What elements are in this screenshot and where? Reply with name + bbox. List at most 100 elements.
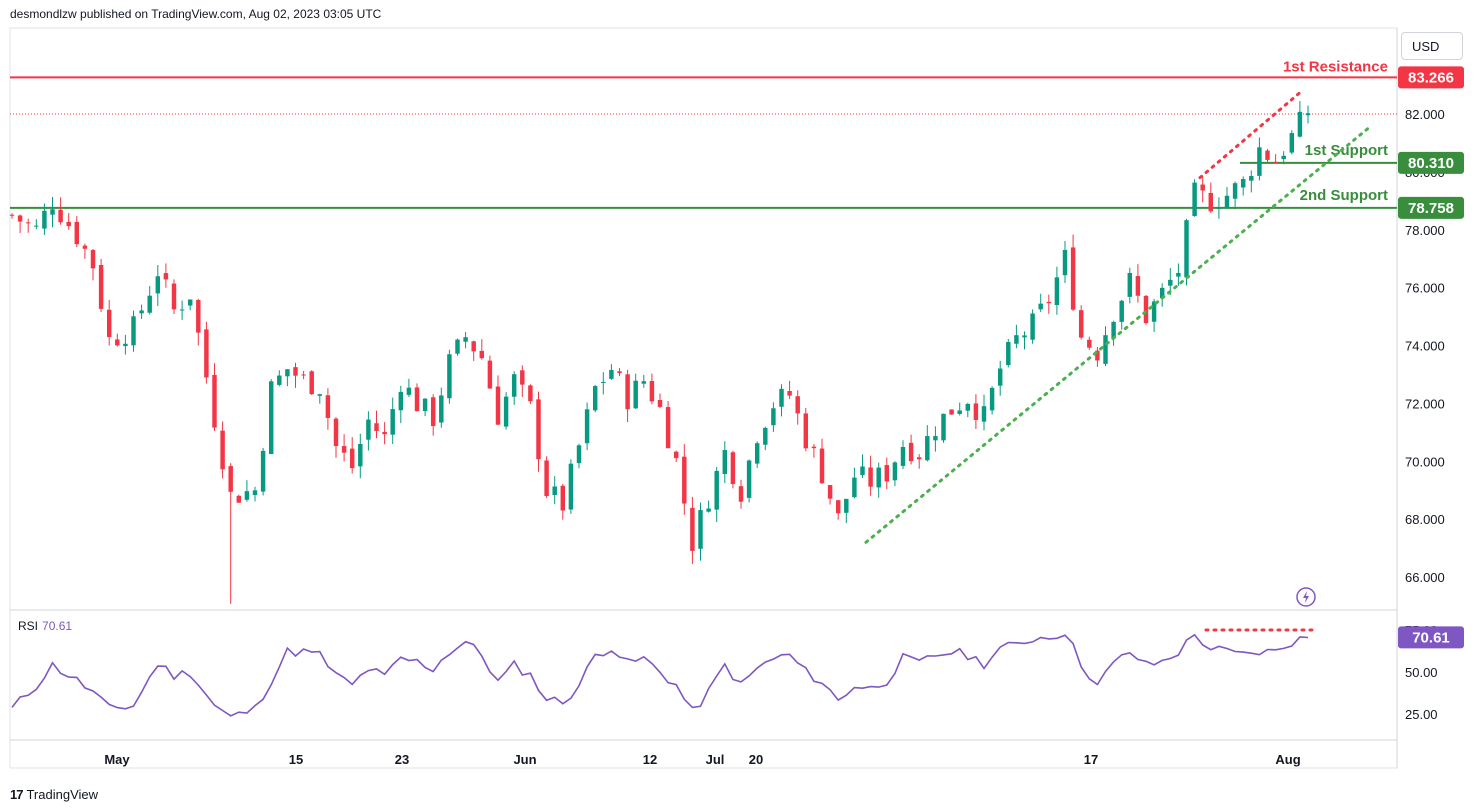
candle-body	[1265, 150, 1270, 160]
candle-body	[1062, 249, 1068, 276]
tradingview-logo[interactable]: 17 TradingView	[10, 787, 98, 802]
candle-body	[989, 387, 995, 411]
candle-body	[1046, 301, 1052, 304]
candle-body	[892, 462, 898, 481]
candle-body	[609, 369, 614, 379]
candle-body	[220, 430, 225, 470]
candle-body	[592, 386, 598, 411]
candle-body	[1216, 207, 1222, 209]
candle-body	[430, 397, 436, 427]
candle-body	[285, 369, 290, 377]
candle-body	[277, 375, 282, 385]
candle-body	[511, 374, 517, 397]
candle-body	[1297, 111, 1303, 137]
candle-body	[908, 442, 914, 462]
candle-body	[552, 486, 557, 495]
candle-body	[58, 209, 63, 223]
rsi-tick-label: 25.00	[1405, 707, 1438, 722]
rsi-tick-label: 50.00	[1405, 665, 1438, 680]
candle-body	[746, 460, 752, 498]
candle-body	[819, 448, 825, 484]
candle-body	[722, 450, 728, 474]
candle-body	[1135, 276, 1141, 296]
candle-body	[487, 360, 493, 389]
candle-body	[1200, 184, 1205, 191]
candle-body	[1103, 335, 1108, 364]
candle-body	[252, 490, 258, 496]
candle-body	[738, 486, 744, 502]
candle-body	[1208, 192, 1214, 212]
candle-body	[876, 467, 881, 488]
candle-body	[973, 403, 979, 420]
price-tick-label: 68.000	[1405, 512, 1445, 527]
candle-body	[1273, 161, 1278, 163]
candle-body	[827, 485, 833, 499]
candle-body	[236, 495, 242, 503]
candle-body	[682, 456, 687, 504]
candle-body	[163, 273, 169, 280]
candle-body	[25, 222, 31, 224]
candle-body	[66, 221, 71, 227]
candle-body	[617, 371, 622, 374]
candle-body	[495, 386, 501, 425]
price-axis[interactable]: 66.000 68.000 70.000 72.000 74.000 76.000 78.0…	[1405, 107, 1445, 585]
candle-body	[625, 374, 630, 410]
candle-body	[9, 214, 15, 216]
candle-body	[447, 354, 452, 399]
candle-body	[1006, 341, 1011, 366]
rsi-line	[11, 633, 1309, 717]
candle-body	[204, 329, 209, 378]
candle-body	[147, 295, 152, 313]
candle-body	[673, 451, 679, 459]
chart-frame	[9, 27, 1398, 769]
candle-body	[576, 445, 582, 464]
time-tick-label: 12	[643, 752, 657, 767]
candle-body	[584, 409, 590, 444]
axis-badges: 83.266 80.310 78.758 70.61	[1398, 66, 1464, 649]
candle-body	[503, 396, 509, 427]
price-level-badge-text: 80.310	[1408, 155, 1454, 172]
candle-body	[139, 310, 144, 314]
candle-body	[1240, 179, 1246, 188]
candle-body	[17, 215, 23, 222]
candle-body	[844, 498, 849, 513]
candle-body	[1232, 183, 1238, 199]
candle-body	[34, 225, 39, 227]
time-axis[interactable]: May 15 23 Jun 12 20 Jul 17 Aug	[104, 752, 1300, 767]
candle-body	[74, 221, 80, 245]
lightning-icon[interactable]	[1296, 587, 1316, 607]
candle-body	[779, 388, 784, 407]
candle-body	[228, 466, 233, 492]
candle-body	[860, 466, 865, 475]
candle-body	[1257, 147, 1262, 176]
candle-body	[471, 341, 476, 352]
candle-body	[1095, 350, 1100, 361]
candle-body	[90, 250, 96, 269]
candle-body	[455, 339, 460, 354]
candle-body	[730, 452, 736, 485]
candle-body	[1127, 272, 1133, 297]
candle-body	[187, 299, 193, 306]
candle-body	[171, 283, 177, 310]
rsi-legend: RSI 70.61	[18, 619, 72, 633]
candle-body	[382, 431, 387, 435]
rsi-layer	[11, 633, 1309, 717]
candle-body	[852, 477, 857, 498]
candle-body	[544, 460, 549, 497]
candle-body	[1289, 133, 1295, 153]
candle-body	[754, 443, 760, 464]
time-tick-label: Jun	[513, 752, 536, 767]
candle-body	[787, 391, 792, 396]
candle-body	[568, 463, 574, 510]
candle-body	[366, 419, 371, 440]
currency-button[interactable]: USD	[1401, 32, 1463, 60]
candle-body	[706, 508, 711, 512]
candle-body	[997, 368, 1003, 386]
candle-body	[1151, 301, 1157, 322]
candle-body	[665, 407, 671, 449]
candle-body	[463, 337, 468, 342]
price-tick-label: 76.000	[1405, 281, 1445, 296]
price-tick-label: 82.000	[1405, 107, 1445, 122]
candle-body	[1184, 220, 1189, 278]
